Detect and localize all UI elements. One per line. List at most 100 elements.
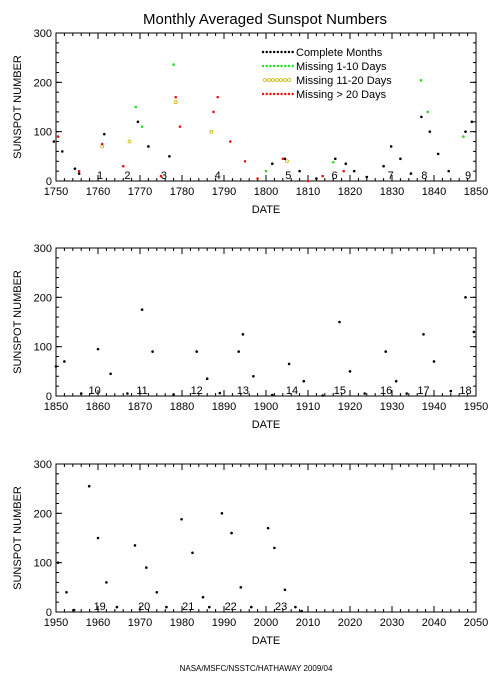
cycle-number-label: 12 [191,385,203,397]
data-point [405,392,409,395]
tick-marks [55,247,477,397]
data-point [273,546,276,550]
data-point [432,360,436,363]
x-tick-label: 1820 [338,186,362,198]
data-point [384,350,388,353]
x-tick-label: 2010 [296,617,320,629]
data-point [96,536,100,540]
data-point [147,145,150,148]
data-point [201,595,205,599]
cycle-number-label: 3 [161,170,167,182]
data-point [264,169,268,173]
x-axis-label: DATE [252,419,281,431]
data-point [281,157,285,161]
x-tick-label: 2000 [254,617,278,629]
data-point [389,145,393,148]
data-point [115,605,119,609]
data-point [140,125,144,129]
data-point [321,394,325,397]
plot-frame [55,247,477,397]
legend-marker [279,78,283,82]
chart-title: Monthly Averaged Sunspot Numbers [143,11,387,28]
data-point [230,531,233,535]
x-tick-label: 2020 [338,617,362,629]
x-tick-label: 1770 [128,186,152,198]
legend-label: Missing > 20 Days [296,89,387,101]
y-tick-label: 0 [46,607,52,619]
cycle-number-label: 19 [94,601,106,613]
data-point [283,157,287,161]
x-tick-label: 1910 [296,401,320,413]
cycle-number-label: 11 [136,385,147,397]
data-point [365,175,369,179]
data-point [229,140,232,143]
x-tick-label: 1940 [422,401,446,413]
cycle-number-label: 23 [275,601,287,613]
data-point [419,79,423,82]
legend-item: Complete Months [261,47,383,59]
x-axis-label: DATE [252,204,281,216]
data-point [348,370,352,373]
data-point [96,347,100,351]
x-tick-labels: 1850 1860 1870 1880 1890 1900 1910 1920 … [44,401,488,413]
cycle-number-label: 7 [388,170,394,182]
cycle-labels: 1 2 3 4 5 6 7 8 9 [97,170,471,182]
data-point [79,392,83,395]
cycle-number-label: 4 [215,170,221,182]
y-tick-labels: 0 100 200 300 [34,28,52,188]
data-point [464,130,467,133]
data-point [243,159,247,163]
x-tick-label: 1750 [44,186,68,198]
data-point [56,561,60,564]
legend-marker [271,78,275,82]
cycle-number-label: 17 [417,385,429,397]
x-tick-label: 1850 [44,401,68,413]
data-point [145,566,148,569]
plot-frame [55,32,477,182]
data-point [56,135,60,138]
data-points [54,296,476,397]
panel-1850-1950: 0 100 200 300 1850 1860 1870 1880 1890 1… [12,243,488,431]
data-point [133,544,137,547]
data-point [73,167,77,170]
data-point [136,120,140,124]
tick-marks [55,32,477,182]
data-point [205,377,209,381]
cycle-number-label: 10 [88,385,100,397]
data-point [126,392,129,395]
cycle-number-label: 15 [334,385,346,397]
data-point [252,374,255,378]
x-tick-label: 1830 [380,186,404,198]
x-tick-label: 1810 [296,186,320,198]
panel-1950-2050: 0 100 200 300 1950 1960 1970 1980 1990 2… [12,459,488,647]
data-point [237,350,240,353]
data-point [140,308,144,311]
data-point [464,296,467,299]
credit-line: NASA/MSFC/NSSTC/HATHAWAY 2009/04 [180,664,333,673]
y-tick-label: 0 [46,176,52,188]
legend-item: Missing 1-10 Days [261,61,387,73]
data-point [173,100,178,104]
data-point [168,155,171,158]
data-point [334,157,337,161]
data-point [208,605,211,609]
data-point [462,135,465,138]
data-point [472,330,476,334]
x-tick-label: 1950 [44,617,68,629]
cycle-number-label: 9 [465,170,471,182]
data-point [399,157,402,161]
data-point [218,391,222,395]
legend-marker [267,78,271,82]
data-point [52,140,56,143]
tick-marks [55,463,477,613]
cycle-number-label: 18 [459,385,471,397]
x-tick-label: 1890 [212,401,236,413]
data-point [409,172,413,175]
data-point [172,393,175,396]
cycle-number-label: 6 [331,170,337,182]
data-point [363,392,367,395]
cycle-number-label: 1 [97,170,103,182]
data-point [100,144,105,149]
cycle-labels: 10 11 12 13 14 15 16 17 18 [88,385,471,397]
